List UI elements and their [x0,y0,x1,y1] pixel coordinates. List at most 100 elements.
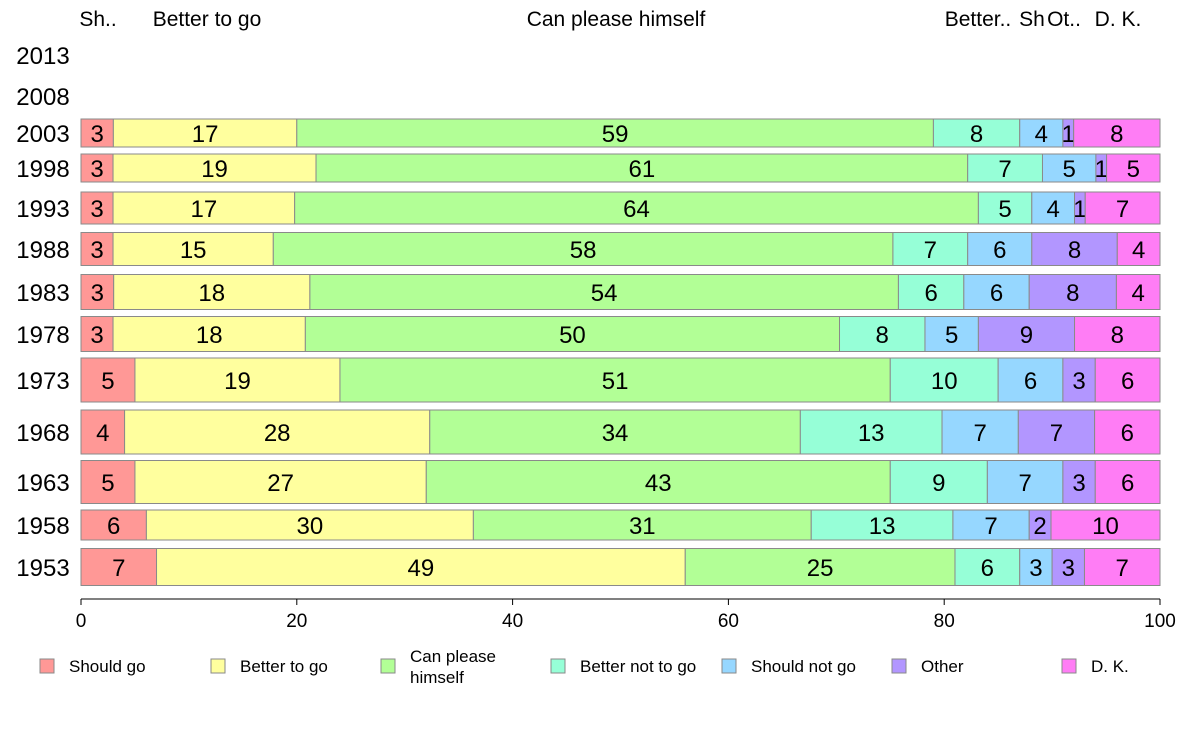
bar-segment [309,274,899,310]
legend-swatch [39,658,55,674]
data-label: 3 [90,322,103,349]
legend-label: D. K. [1091,657,1129,676]
bar-segment [272,232,894,266]
data-label: 7 [1116,196,1129,223]
data-label: 6 [924,280,937,307]
bar-segment [1050,509,1161,541]
data-label: 31 [629,513,656,540]
data-label: 6 [990,280,1003,307]
data-label: 3 [1072,368,1085,395]
top-column-label: Ot.. [1047,8,1081,31]
bar-segment [112,153,317,183]
data-label: 10 [1092,513,1119,540]
data-label: 9 [932,470,945,497]
bar-segment [1051,548,1085,586]
data-label: 1 [1095,156,1108,183]
category-label: 1953 [16,555,69,582]
bar-segment [134,357,341,403]
data-label: 3 [1029,555,1042,582]
data-label: 58 [570,237,597,264]
data-label: 8 [1068,237,1081,264]
data-label: 43 [645,470,672,497]
legend-label: himself [410,668,464,687]
data-label: 8 [970,121,983,148]
data-label: 7 [1018,470,1031,497]
legend-label: Should not go [751,657,856,676]
top-column-label: Better to go [153,8,262,31]
bar-segment [80,153,114,183]
data-label: 15 [180,237,207,264]
bar-segment [684,548,956,586]
top-column-label: D. K. [1095,8,1142,31]
legend-swatch [891,658,907,674]
data-label: 8 [1066,280,1079,307]
category-label: 1978 [16,322,69,349]
legend-label: Other [921,657,964,676]
x-tick-label: 20 [286,611,307,632]
data-label: 2 [1033,513,1046,540]
data-label: 6 [1024,368,1037,395]
category-label: 1983 [16,280,69,307]
bar-segment [124,409,431,455]
category-label: 1968 [16,420,69,447]
bar-segment [1073,118,1161,148]
data-label: 19 [224,368,251,395]
bar-segment [952,509,1030,541]
data-label: 6 [993,237,1006,264]
bar-segment [112,232,274,266]
top-column-label: Sh [1019,8,1045,31]
bar-segment [1074,316,1161,352]
bar-segment [472,509,812,541]
x-tick-label: 60 [718,611,739,632]
data-label: 61 [629,156,656,183]
bar-segment [941,409,1019,455]
category-label: 2003 [16,121,69,148]
data-label: 64 [623,196,650,223]
top-column-label: Sh.. [79,8,116,31]
bar-segment [80,274,115,310]
bar-segment [112,316,306,352]
top-column-label: Better.. [945,8,1012,31]
top-column-label: Can please himself [527,8,706,31]
legend-label: Better not to go [580,657,696,676]
bar-segment [156,548,686,586]
x-tick-label: 0 [76,611,87,632]
legend-label: Should go [69,657,146,676]
bar-segment [1019,118,1064,148]
bar-segment [977,191,1033,225]
data-label: 10 [931,368,958,395]
data-label: 3 [90,237,103,264]
data-label: 1 [1073,196,1086,223]
data-label: 51 [602,368,629,395]
data-label: 17 [191,196,218,223]
bar-segment [1094,357,1161,403]
bar-segment [80,460,136,504]
data-label: 6 [1121,470,1134,497]
bar-segment [897,274,965,310]
bar-segment [986,460,1064,504]
bar-segment [113,274,311,310]
bar-segment [304,316,841,352]
category-label: 1958 [16,513,69,540]
data-label: 7 [1116,555,1129,582]
bar-segment [1094,460,1161,504]
data-label: 27 [267,470,294,497]
category-label: 2008 [16,84,69,111]
bar-segment [889,357,999,403]
data-label: 8 [1110,121,1123,148]
bar-segment [839,316,926,352]
bar-segment [967,232,1033,266]
bar-segment [1106,153,1161,183]
data-label: 1 [1062,121,1075,148]
data-label: 59 [602,121,629,148]
data-label: 4 [1035,121,1048,148]
data-label: 4 [1046,196,1059,223]
data-label: 34 [602,420,629,447]
bar-segment [799,409,943,455]
data-label: 54 [591,280,618,307]
data-label: 7 [112,555,125,582]
data-label: 3 [91,280,104,307]
legend-label: Can please [410,647,496,666]
data-label: 3 [1072,470,1085,497]
